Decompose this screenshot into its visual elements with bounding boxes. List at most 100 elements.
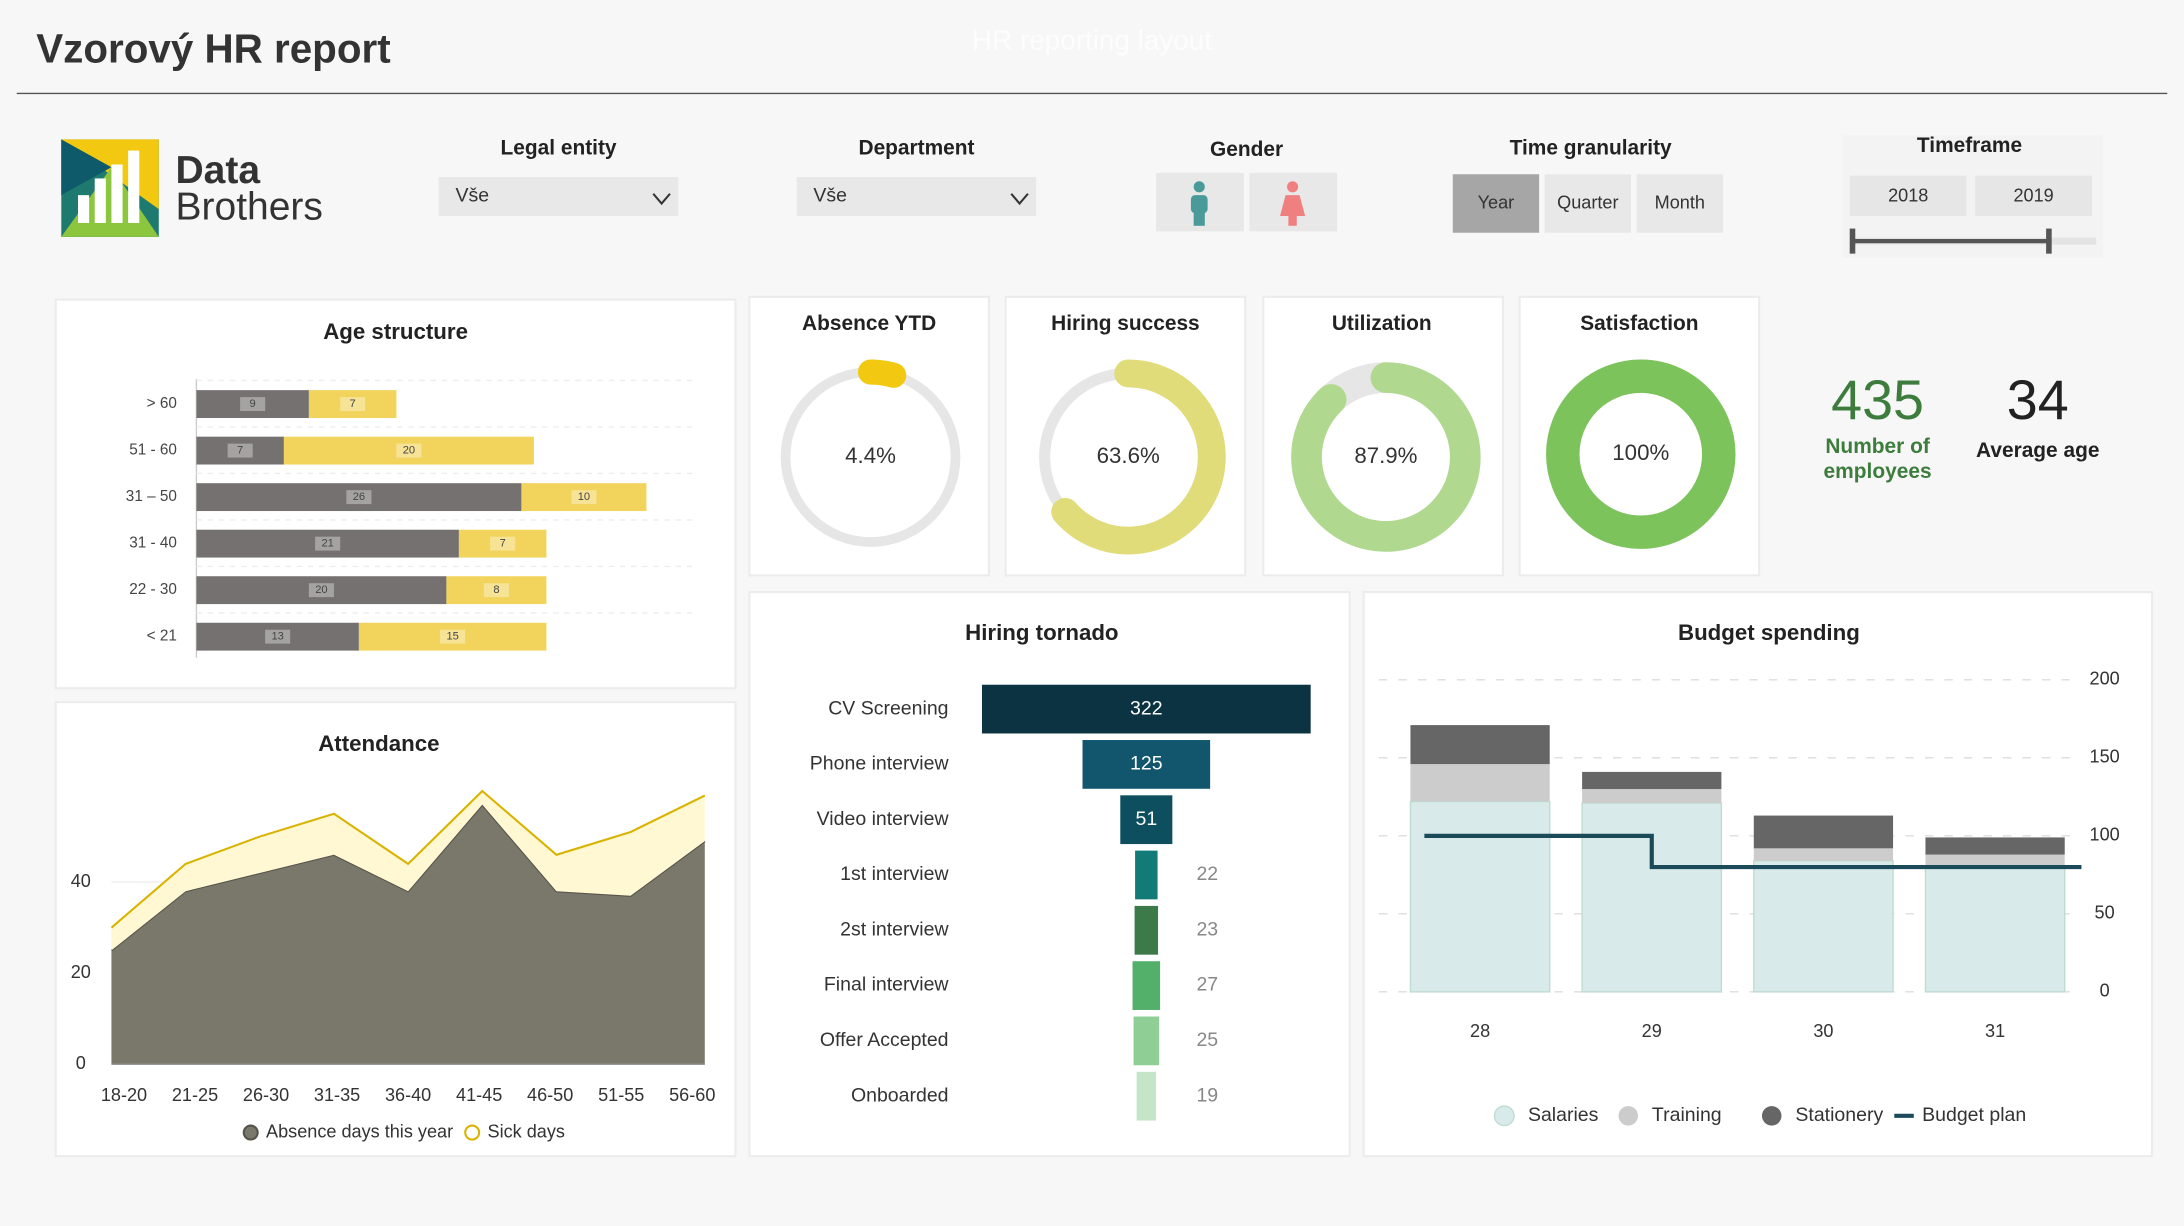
y-tick-label: < 21	[147, 628, 177, 645]
logo-bar	[94, 178, 106, 223]
category-label: Phone interview	[810, 753, 950, 775]
legend-marker	[1761, 1106, 1782, 1126]
chart-title: Absence YTD	[802, 312, 936, 335]
bar-segment	[196, 436, 284, 465]
granularity-button[interactable]	[1636, 174, 1723, 233]
x-tick-label: 28	[1470, 1021, 1490, 1041]
chevron	[652, 193, 671, 206]
timeframe-label: 2018	[1888, 185, 1928, 205]
y-tick-label: 51 - 60	[129, 442, 177, 459]
label-box	[315, 536, 341, 551]
data-label: 19	[1196, 1084, 1218, 1106]
timeframe-buttons: 2018 2019	[1849, 175, 2093, 217]
legend-label: Training	[1652, 1104, 1722, 1126]
bar-segment	[196, 390, 309, 418]
bar-segment	[196, 529, 459, 558]
funnel-bar	[1135, 850, 1158, 900]
dropdown[interactable]: Vše	[438, 177, 679, 217]
granularity-button[interactable]	[1544, 174, 1632, 233]
x-tick-label: 29	[1642, 1021, 1662, 1041]
icon	[1288, 214, 1297, 226]
slider-handle[interactable]	[1849, 228, 1856, 254]
funnel-bar	[1120, 795, 1173, 845]
kpi-value: 34	[2007, 369, 2069, 431]
funnel-bar	[981, 684, 1311, 734]
x-tick-label: 51-55	[598, 1085, 644, 1105]
data-label: 20	[315, 584, 327, 596]
icon	[1193, 181, 1205, 193]
legend-label: Sick days	[488, 1121, 565, 1141]
category-label: 1st interview	[840, 863, 949, 885]
bar-segment	[1582, 771, 1722, 790]
bar-segment	[1582, 789, 1722, 804]
gauge-arc	[1051, 359, 1226, 555]
y-tick-label: 0	[2100, 981, 2110, 1001]
filter-label: Time granularity	[1510, 137, 1672, 160]
logo-bar	[128, 150, 140, 223]
logo-bar	[78, 195, 90, 223]
subtitle: HR reporting layout	[972, 24, 1212, 55]
logo: Data Brothers	[61, 139, 323, 237]
data-label: 7	[500, 538, 506, 550]
label-box	[490, 536, 516, 551]
slider-handle[interactable]	[2046, 228, 2052, 254]
category-label: 2st interview	[840, 918, 949, 940]
funnel-bar	[1082, 740, 1211, 789]
icon	[1193, 209, 1205, 226]
gauge-value: 4.4%	[845, 443, 896, 468]
y-tick-label: 20	[71, 962, 91, 982]
chevron	[1010, 193, 1029, 206]
data-label: 15	[446, 631, 458, 643]
y-tick-label: 50	[2095, 903, 2115, 923]
x-tick-label: 26-30	[243, 1085, 289, 1105]
data-label: 13	[271, 631, 283, 643]
gender-male[interactable]	[1156, 172, 1244, 232]
filter-label: Gender	[1210, 138, 1283, 161]
granularity-label: Month	[1655, 192, 1705, 212]
chart-title: Hiring success	[1051, 312, 1200, 335]
dropdown-box[interactable]	[438, 177, 679, 217]
label-box	[440, 629, 466, 644]
logo-text: Brothers	[175, 185, 322, 228]
bar-segment	[283, 436, 534, 465]
chart-title: Age structure	[323, 319, 468, 344]
gender-female[interactable]	[1249, 172, 1338, 232]
x-tick-label: 18-20	[101, 1085, 147, 1105]
x-tick-label: 31	[1985, 1021, 2005, 1041]
category-label: CV Screening	[828, 697, 948, 719]
bar-segment	[458, 529, 547, 558]
y-tick-label: 31 - 40	[129, 535, 177, 552]
bar-segment	[1410, 764, 1550, 802]
data-label: 10	[578, 491, 590, 503]
chart-title: Utilization	[1332, 312, 1432, 335]
legend-label: Stationery	[1795, 1104, 1883, 1126]
granularity-button[interactable]	[1452, 174, 1540, 233]
dropdown-box[interactable]	[796, 177, 1037, 217]
funnel-bar	[1136, 1071, 1157, 1121]
y-tick-label: > 60	[147, 395, 177, 412]
legend-label: Budget plan	[1922, 1104, 2026, 1126]
legend-label: Salaries	[1528, 1104, 1599, 1126]
y-tick-label: 200	[2090, 669, 2120, 689]
data-label: 27	[1196, 974, 1218, 996]
bar-segment	[196, 576, 447, 605]
filter-label: Timeframe	[1917, 134, 2022, 157]
label-box	[340, 397, 366, 412]
funnel-bar	[1133, 1016, 1160, 1066]
gauge-arc	[1291, 362, 1481, 552]
y-tick-label: 31 – 50	[126, 488, 177, 505]
legend-label: Absence days this year	[266, 1121, 453, 1141]
bar-segment	[1581, 802, 1723, 993]
timeframe-button[interactable]	[1975, 175, 2093, 217]
data-label: 21	[321, 538, 333, 550]
timeframe-button[interactable]	[1849, 175, 1967, 217]
kpi-label: Number of employees	[1823, 434, 1932, 484]
dropdown[interactable]: Vše	[796, 177, 1037, 217]
kpi-value: 435	[1831, 369, 1924, 431]
data-label: 9	[250, 398, 256, 410]
bar-segment	[1753, 815, 1894, 849]
category-label: Video interview	[817, 808, 950, 830]
data-label: 20	[403, 445, 415, 457]
